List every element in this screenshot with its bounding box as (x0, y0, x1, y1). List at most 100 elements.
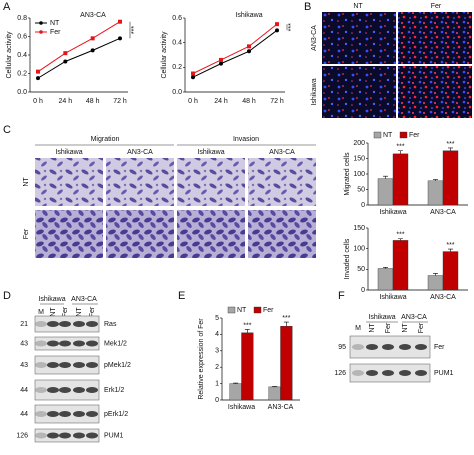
x-tick-label: 24 h (59, 98, 73, 105)
point (275, 22, 279, 27)
x-tick-label: Ishikawa (228, 404, 255, 411)
error-bar (398, 238, 403, 241)
error-bar (283, 321, 289, 327)
lane-label: NT (402, 323, 409, 333)
column-label: Ishikawa (55, 149, 82, 156)
band (47, 362, 59, 368)
annotation: *** (446, 242, 454, 249)
band (352, 370, 364, 376)
y-tick-label: 100 (353, 246, 365, 253)
band (35, 321, 47, 327)
y-tick-label: 0.4 (17, 52, 27, 59)
y-axis-label: Cellular activity (6, 31, 13, 79)
legend-marker (39, 21, 43, 25)
row-label: NT (23, 177, 30, 187)
group-label: Invasion (233, 136, 259, 143)
marker-label: 126 (334, 370, 346, 377)
column-label: AN3-CA (127, 149, 153, 156)
line (37, 37, 121, 79)
micrograph (106, 210, 174, 258)
y-tick-label: 1 (215, 380, 219, 387)
point (219, 57, 223, 62)
panel-letter: F (338, 290, 345, 302)
line (192, 29, 278, 78)
y-tick-label: 0.4 (172, 40, 182, 47)
column-label: Fer (431, 3, 442, 10)
y-tick-label: 50 (357, 266, 365, 273)
band (47, 432, 59, 439)
point (118, 36, 122, 41)
band (47, 411, 59, 417)
chart-title: Ishikawa (235, 12, 262, 19)
y-tick-label: 0.2 (172, 64, 182, 71)
point (118, 19, 122, 24)
bar (427, 275, 444, 291)
point (219, 61, 223, 66)
band (47, 321, 59, 327)
legend-label: Fer (50, 29, 61, 36)
annotation: *** (288, 23, 295, 31)
micrograph (177, 210, 245, 258)
band (352, 344, 364, 350)
lane-label: NT (76, 307, 83, 317)
point (90, 48, 95, 53)
micrograph (322, 66, 396, 118)
band (35, 432, 47, 439)
protein-label: pErk1/2 (104, 411, 128, 418)
band (73, 432, 85, 439)
column-label: AN3-CA (269, 149, 295, 156)
band (47, 340, 59, 347)
y-tick-label: 50 (357, 186, 365, 193)
error-bar (433, 273, 438, 276)
lane-label: Fer (89, 306, 96, 317)
x-tick-label: Ishikawa (379, 209, 406, 216)
panel-letter: D (3, 290, 11, 302)
chart-title: AN3-CA (80, 12, 106, 19)
annotation: *** (396, 232, 404, 239)
x-tick-label: AN3-CA (430, 209, 456, 216)
bar (442, 150, 459, 206)
lane-label: Fer (418, 322, 425, 333)
column-label: Ishikawa (197, 149, 224, 156)
marker-label: 43 (20, 362, 28, 369)
error-bar (433, 179, 438, 181)
annotation: *** (282, 315, 290, 322)
y-tick-label: 0.0 (172, 89, 182, 96)
row-label: AN3-CA (311, 25, 318, 51)
protein-label: pMek1/2 (104, 362, 131, 369)
error-bar (383, 266, 388, 269)
annotation: *** (131, 26, 138, 34)
y-axis-label: Relative expression of Fer (198, 318, 205, 400)
y-tick-label: 0 (215, 397, 219, 404)
y-axis-label: Invaded cells (344, 238, 351, 279)
x-tick-label: AN3-CA (430, 294, 456, 301)
band (73, 362, 85, 368)
band (35, 387, 47, 393)
bar (229, 383, 242, 401)
protein-label: PUM1 (104, 432, 124, 439)
band (73, 340, 85, 347)
y-axis-label: Migrated cells (344, 152, 351, 196)
band (86, 432, 98, 439)
band (415, 370, 427, 376)
band (73, 321, 85, 327)
lane-label: Fer (385, 322, 392, 333)
y-tick-label: 0.0 (17, 89, 27, 96)
micrograph (177, 158, 245, 206)
y-tick-label: 4 (215, 331, 219, 338)
band (59, 387, 71, 393)
band (59, 432, 71, 439)
point (63, 51, 68, 56)
legend-swatch (399, 131, 408, 139)
marker-label: 95 (338, 344, 346, 351)
band (35, 340, 47, 347)
y-tick-label: 0.8 (17, 15, 27, 22)
y-tick-label: 200 (353, 140, 365, 147)
band (59, 362, 71, 368)
marker-label: 126 (16, 432, 28, 439)
micrograph (106, 158, 174, 206)
micrograph (248, 158, 316, 206)
bar (377, 178, 394, 206)
bar (268, 386, 281, 401)
lane-label: NT (50, 307, 57, 317)
